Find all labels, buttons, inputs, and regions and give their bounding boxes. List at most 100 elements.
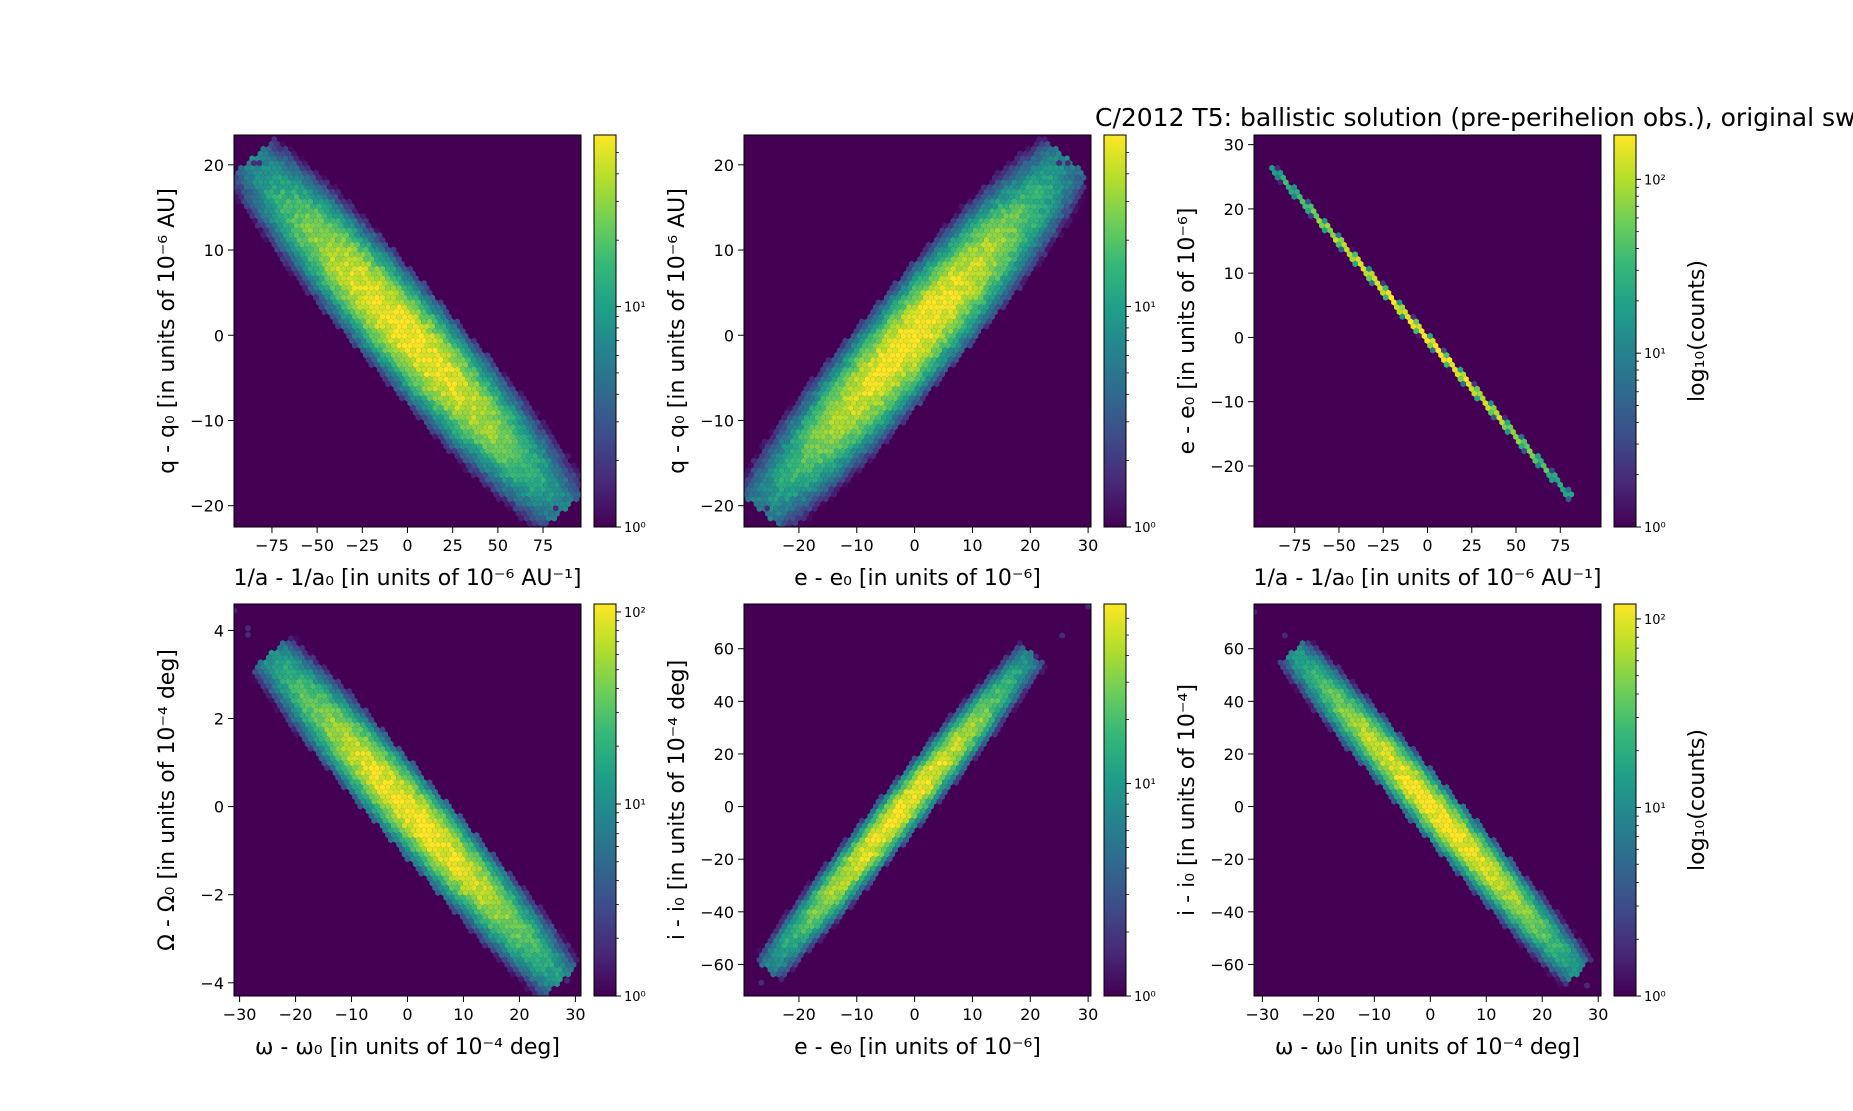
y-axis-label: e - e₀ [in units of 10⁻⁶] [1175,208,1200,455]
y-tick-label: 0 [1234,798,1244,817]
figure-title: C/2012 T5: ballistic solution (pre-perih… [1095,103,1853,132]
colorbar-tick-label: 10⁰ [1134,990,1156,1005]
y-tick-label: −20 [1210,457,1244,476]
x-tick-label: 30 [565,1005,585,1024]
y-axis-label: Ω - Ω₀ [in units of 10⁻⁴ deg] [155,649,180,951]
colorbar-gradient [593,603,617,997]
y-tick-label: −20 [190,497,224,516]
y-tick-label: 30 [1224,136,1244,155]
x-tick-label: −20 [782,1005,816,1024]
x-tick-label: 50 [488,536,508,555]
colorbar-tick-label: 10¹ [624,301,646,316]
colorbar: 10⁰ 10¹ [593,134,646,536]
x-tick-label: 10 [453,1005,473,1024]
x-tick-label: −10 [840,1005,874,1024]
x-tick-label: 10 [962,536,982,555]
x-axis-label: e - e₀ [in units of 10⁻⁶] [794,566,1041,591]
colorbar-tick-label: 10¹ [1644,801,1666,816]
hexbin-cells [744,136,1087,527]
x-axis-label: ω - ω₀ [in units of 10⁻⁴ deg] [255,1035,560,1060]
colorbar-tick-label: 10¹ [1644,347,1666,362]
y-axis-label: i - i₀ [in units of 10⁻⁴ deg] [665,660,690,940]
y-tick-label: −20 [700,497,734,516]
y-tick-label: 2 [214,710,224,729]
x-tick-label: 0 [402,1005,412,1024]
y-axis-label: q - q₀ [in units of 10⁻⁶ AU] [155,188,180,474]
x-tick-label: 10 [962,1005,982,1024]
hexbin-cells [1269,164,1575,503]
x-tick-label: −30 [223,1005,257,1024]
colorbar-tick-label: 10¹ [1134,778,1156,793]
y-tick-label: −10 [190,411,224,430]
x-tick-label: −20 [279,1005,313,1024]
x-tick-label: −10 [1357,1005,1391,1024]
colorbar: 10⁰ 10¹ 10² log₁₀(counts) [1613,134,1710,536]
x-tick-label: −50 [300,536,334,555]
y-tick-label: −10 [700,411,734,430]
x-tick-label: −10 [335,1005,369,1024]
x-tick-label: 20 [1532,1005,1552,1024]
y-tick-label: −40 [1210,903,1244,922]
colorbar-tick-label: 10⁰ [1644,990,1666,1005]
axes-frame [743,603,1092,997]
hexbin-cells [234,136,581,527]
colorbar-tick-label: 10² [1644,173,1666,188]
x-tick-label: 0 [402,536,412,555]
colorbar: 10⁰ 10¹ [1103,134,1156,536]
y-tick-label: 10 [714,241,734,260]
colorbar-label: log₁₀(counts) [1685,260,1710,402]
panel-1: −75 −50 −25 0 25 50 75 −20 −10 0 10 20 1/a - 1/a₀ [i… [155,134,646,591]
y-tick-label: −20 [1210,850,1244,869]
panel-3: −75 −50 −25 0 25 50 75 −20 −10 0 10 20 30 1/a - 1/a₀ … [1175,134,1710,591]
colorbar: 10⁰ 10¹ 10² log₁₀(counts) [1613,603,1710,1005]
y-tick-label: 20 [714,156,734,175]
colorbar: 10⁰ 10¹ [1103,603,1156,1005]
x-tick-label: 0 [910,536,920,555]
x-tick-label: 0 [910,1005,920,1024]
y-tick-label: 40 [714,692,734,711]
x-tick-label: −10 [840,536,874,555]
y-tick-label: 20 [714,745,734,764]
x-tick-label: −20 [782,536,816,555]
colorbar-label: log₁₀(counts) [1685,729,1710,871]
panel-5: −20 −10 0 10 20 30 −60 −40 −20 0 20 40 60 e - e₀ [in … [665,603,1156,1060]
colorbar-tick-label: 10² [624,606,646,621]
y-tick-label: −2 [200,886,224,905]
colorbar-tick-label: 10¹ [1134,301,1156,316]
panel-2: −20 −10 0 10 20 30 −20 −10 0 10 20 e - e₀ [in units… [665,134,1156,591]
y-tick-label: 20 [1224,745,1244,764]
colorbar-tick-label: 10² [1644,613,1666,628]
plot-area [1254,135,1601,527]
colorbar-tick-label: 10⁰ [1644,521,1666,536]
x-tick-label: 50 [1506,536,1526,555]
y-tick-label: −60 [1210,955,1244,974]
y-tick-label: −20 [700,850,734,869]
axes-frame [1253,603,1602,997]
colorbar-gradient [1103,603,1127,997]
x-tick-label: 20 [509,1005,529,1024]
y-tick-label: 0 [214,326,224,345]
colorbar-tick-label: 10⁰ [1134,521,1156,536]
x-axis-label: 1/a - 1/a₀ [in units of 10⁻⁶ AU⁻¹] [233,566,581,591]
colorbar-gradient [593,134,617,528]
y-tick-label: 20 [204,156,224,175]
y-tick-label: 10 [1224,264,1244,283]
hexbin-cells [1254,608,1594,989]
y-tick-label: −60 [700,955,734,974]
x-tick-label: 75 [1550,536,1570,555]
x-tick-label: 30 [1078,536,1098,555]
y-tick-label: 4 [214,621,224,640]
y-tick-label: −4 [200,974,224,993]
colorbar-tick-label: 10¹ [624,798,646,813]
colorbar-gradient [1613,603,1637,997]
x-tick-label: 30 [1078,1005,1098,1024]
x-tick-label: −30 [1246,1005,1280,1024]
x-tick-label: 0 [1422,536,1432,555]
colorbar: 10⁰ 10¹ 10² [593,603,646,1005]
colorbar-gradient [1103,134,1127,528]
y-tick-label: 0 [1234,328,1244,347]
y-axis-label: q - q₀ [in units of 10⁻⁶ AU] [665,188,690,474]
colorbar-gradient [1613,134,1637,528]
